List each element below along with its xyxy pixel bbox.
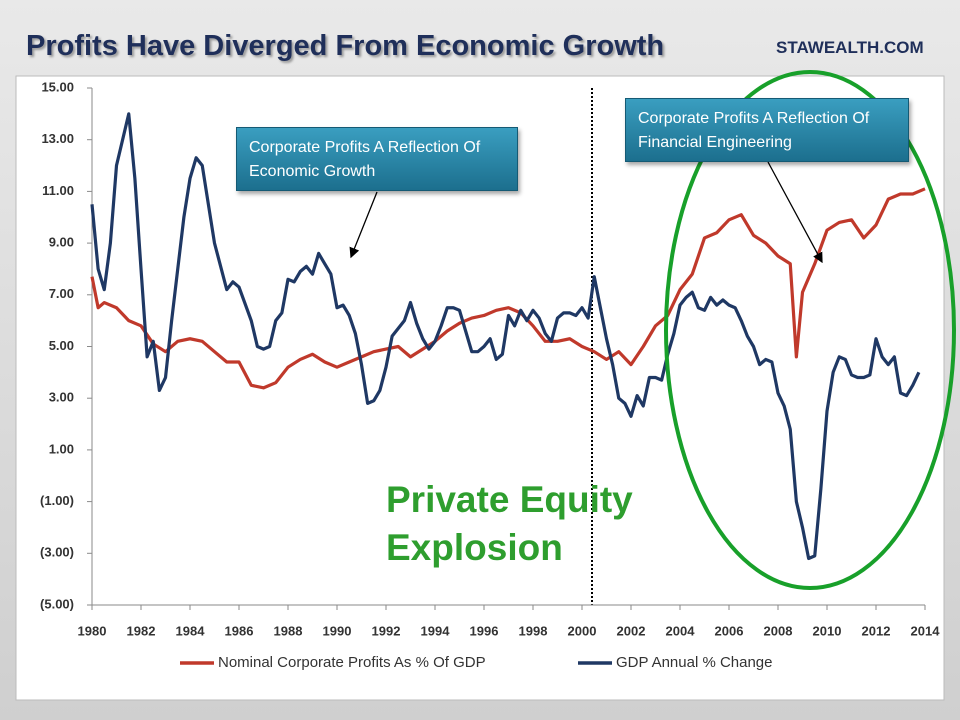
- y-tick-label: 7.00: [49, 286, 74, 301]
- series-line: [90, 112, 921, 561]
- annotation-text: Private Equity Explosion: [386, 479, 633, 568]
- callout-box: Corporate Profits A Reflection Of Econom…: [236, 127, 518, 191]
- x-tick-label: 2008: [764, 623, 793, 638]
- callout-box: Corporate Profits A Reflection Of Financ…: [625, 98, 909, 162]
- y-tick-label: (1.00): [40, 493, 74, 508]
- x-tick-label: 2006: [715, 623, 744, 638]
- x-tick-label: 2000: [568, 623, 597, 638]
- plot-area: 15.00 13.00 11.00 9.00 7.00 5.00 3.00 1.00 (1.00…: [40, 79, 940, 638]
- y-tick-label: 3.00: [49, 390, 74, 405]
- source-label: STAWEALTH.COM: [776, 38, 924, 57]
- legend-label: GDP Annual % Change: [616, 654, 773, 671]
- x-tick-label: 2012: [862, 623, 891, 638]
- x-tick-label: 2004: [666, 623, 696, 638]
- legend-label: Nominal Corporate Profits As % Of GDP: [218, 654, 486, 671]
- callout-arrow: [767, 161, 823, 264]
- y-tick-label: 9.00: [49, 235, 74, 250]
- x-tick-label: 1996: [470, 623, 499, 638]
- y-tick-label: (5.00): [40, 596, 74, 611]
- x-tick-label: 1982: [127, 623, 156, 638]
- x-tick-label: 1980: [78, 623, 107, 638]
- x-tick-label: 2010: [813, 623, 842, 638]
- x-tick-label: 1988: [274, 623, 303, 638]
- y-tick-label: 13.00: [41, 131, 74, 146]
- x-tick-label: 1986: [225, 623, 254, 638]
- y-tick-label: 1.00: [49, 441, 74, 456]
- x-tick-label: 1984: [176, 623, 206, 638]
- x-tick-label: 1990: [323, 623, 352, 638]
- callout-arrow: [349, 191, 378, 259]
- x-tick-label: 2014: [911, 623, 941, 638]
- chart-title: Profits Have Diverged From Economic Grow…: [26, 30, 665, 62]
- series-line: [90, 187, 926, 390]
- x-tick-label: 1992: [372, 623, 401, 638]
- y-tick-label: 11.00: [42, 183, 74, 198]
- highlight-ellipse: [664, 70, 956, 590]
- y-tick-label: 5.00: [49, 338, 74, 353]
- x-tick-label: 1994: [421, 623, 451, 638]
- x-tick-label: 2002: [617, 623, 646, 638]
- y-tick-label: 15.00: [41, 79, 74, 94]
- y-tick-label: (3.00): [40, 545, 74, 560]
- x-tick-label: 1998: [519, 623, 548, 638]
